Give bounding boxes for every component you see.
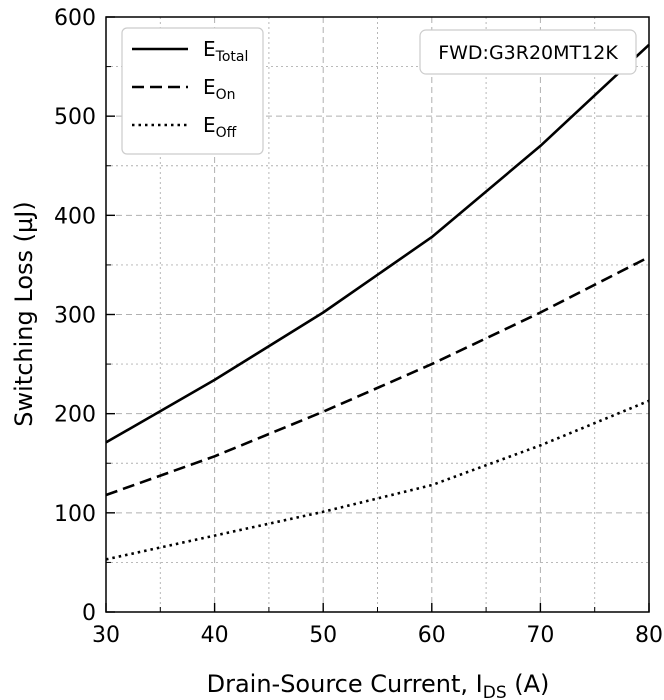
legend: ETotal EOn EOff: [121, 27, 264, 155]
tick-labels: 30 40 50 60 70 80 0 100 200 300 400 500 600: [54, 6, 663, 648]
x-tick-label: 50: [309, 623, 337, 648]
y-tick-label: 500: [54, 105, 96, 130]
legend-box: [121, 27, 264, 155]
annotation-frame: [419, 29, 637, 75]
axis-ticks: [105, 16, 650, 613]
annotation-text: FWD:G3R20MT12K: [438, 42, 618, 64]
x-axis-label-tail: (A): [507, 670, 550, 698]
minor-grid: [106, 17, 649, 612]
x-tick-label: 80: [635, 623, 663, 648]
y-tick-label: 100: [54, 502, 96, 527]
y-tick-label: 0: [82, 601, 96, 626]
legend-label-on: EOn: [203, 75, 236, 103]
series-layer: [105, 43, 650, 561]
series-line-on: [105, 255, 650, 497]
legend-label-off: EOff: [203, 113, 237, 141]
legend-label-total: ETotal: [203, 37, 248, 65]
y-axis-label: Switching Loss (µJ): [10, 201, 38, 426]
y-tick-label: 300: [54, 304, 96, 329]
x-tick-label: 70: [526, 623, 554, 648]
y-tick-label: 200: [54, 403, 96, 428]
x-axis-label-sub: DS: [483, 683, 507, 700]
series-line-total: [105, 43, 650, 444]
y-tick-label: 600: [54, 6, 96, 31]
x-tick-label: 30: [92, 623, 120, 648]
x-axis-label-main: Drain-Source Current, I: [207, 670, 483, 698]
x-axis-label: Drain-Source Current, IDS (A): [207, 670, 550, 700]
annotation-box: FWD:G3R20MT12K: [419, 29, 637, 75]
series-line-off: [105, 399, 650, 561]
x-tick-label: 60: [418, 623, 446, 648]
x-tick-label: 40: [201, 623, 229, 648]
y-tick-label: 400: [54, 204, 96, 229]
